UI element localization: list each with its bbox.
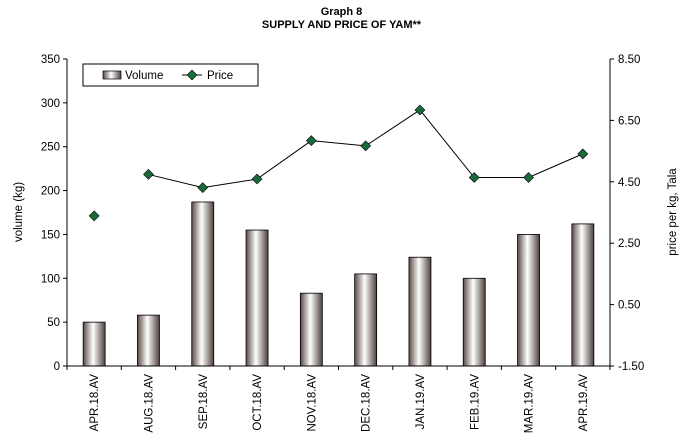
y-axis-right-label: price per kg, Tala bbox=[667, 168, 679, 256]
x-tick-label: JAN.19.AV bbox=[415, 374, 427, 430]
price-point-APR.19.AV bbox=[577, 148, 589, 160]
y-tick-label-left: 150 bbox=[41, 229, 60, 241]
y-tick-label-left: 100 bbox=[41, 273, 60, 285]
bar-OCT.18.AV bbox=[245, 229, 269, 367]
price-point-DEC.18.AV bbox=[360, 140, 372, 152]
legend-volume-label: Volume bbox=[125, 70, 163, 82]
price-point-NOV.18.AV bbox=[305, 135, 317, 147]
chart-title: Graph 8 bbox=[320, 6, 363, 18]
y-axis-label: volume (kg) bbox=[13, 182, 25, 242]
price-point-AUG.18.AV bbox=[143, 169, 154, 180]
bar-APR.19.AV bbox=[571, 223, 595, 367]
y-tick-label-right: 8.50 bbox=[618, 54, 640, 66]
price-point-MAR.19.AV bbox=[523, 172, 534, 183]
x-tick-label: NOV.18.AV bbox=[306, 374, 318, 432]
bar-FEB.19.AV bbox=[462, 277, 486, 367]
y-tick-label-left: 0 bbox=[54, 361, 60, 373]
legend-volume-swatch bbox=[102, 70, 122, 80]
legend: Volume Price bbox=[82, 63, 259, 87]
x-tick-label: SEP.18.AV bbox=[198, 374, 210, 430]
price-point-APR.18.AV bbox=[88, 210, 100, 222]
y-tick-label-right: 2.50 bbox=[618, 238, 640, 250]
price-point-SEP.18.AV bbox=[197, 182, 209, 194]
y-tick-label-left: 250 bbox=[41, 142, 60, 154]
bar-DEC.18.AV bbox=[354, 273, 378, 367]
y-tick-label-right: 6.50 bbox=[618, 115, 640, 127]
y-tick-label-left: 200 bbox=[41, 186, 60, 198]
x-tick-label: APR.18.AV bbox=[89, 374, 101, 432]
x-tick-label: MAR.19.AV bbox=[524, 374, 536, 434]
x-tick-label: APR.19.AV bbox=[578, 374, 590, 432]
y-tick-label-left: 50 bbox=[47, 317, 60, 329]
y-tick-label-left: 350 bbox=[41, 54, 60, 66]
chart-subtitle: SUPPLY AND PRICE OF YAM** bbox=[261, 19, 422, 31]
price-point-JAN.19.AV bbox=[414, 104, 426, 116]
y-tick-label-right: 4.50 bbox=[618, 177, 640, 189]
x-tick-label: OCT.18.AV bbox=[252, 374, 264, 431]
bar-JAN.19.AV bbox=[408, 256, 432, 367]
x-tick-label: AUG.18.AV bbox=[143, 374, 155, 433]
x-tick-label: FEB.19.AV bbox=[469, 374, 481, 430]
price-point-FEB.19.AV bbox=[468, 172, 480, 183]
x-tick-label: DEC.18.AV bbox=[361, 374, 373, 432]
bar-SEP.18.AV bbox=[191, 201, 215, 367]
legend-price-marker bbox=[186, 69, 198, 81]
legend-box bbox=[82, 63, 259, 87]
legend-price-label: Price bbox=[207, 70, 233, 82]
bar-APR.18.AV bbox=[82, 321, 106, 367]
bar-MAR.19.AV bbox=[517, 234, 540, 367]
price-point-OCT.18.AV bbox=[251, 173, 263, 185]
bar-NOV.18.AV bbox=[299, 292, 323, 367]
y-tick-label-right: -1.50 bbox=[618, 361, 644, 373]
bar-AUG.18.AV bbox=[137, 314, 160, 367]
y-tick-label-right: 0.50 bbox=[618, 300, 640, 312]
y-tick-label-left: 300 bbox=[41, 98, 60, 110]
